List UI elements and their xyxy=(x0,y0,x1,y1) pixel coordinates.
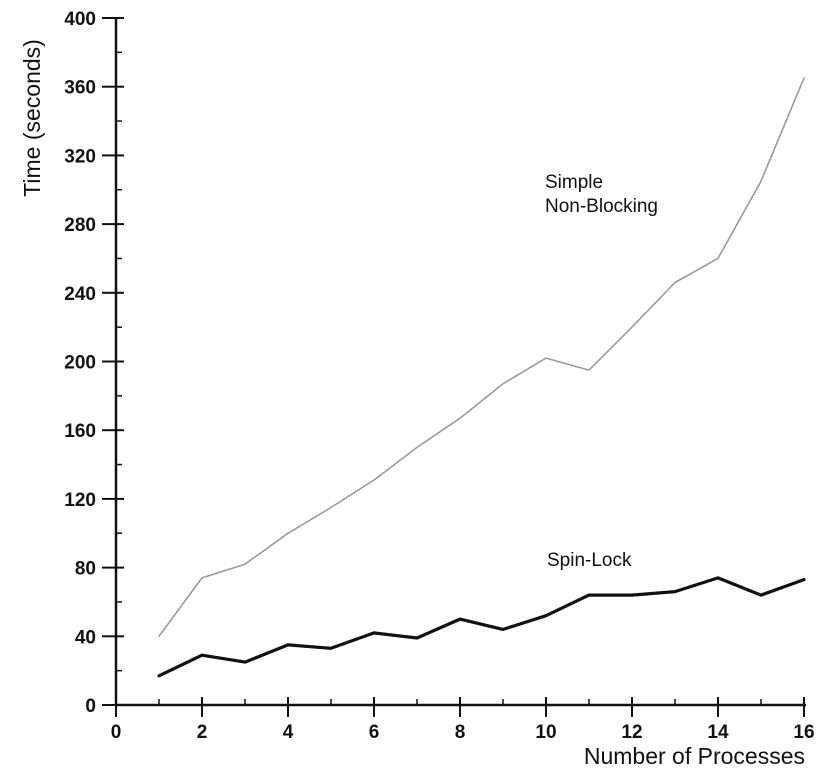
x-tick-label: 16 xyxy=(793,722,814,743)
y-tick-label: 320 xyxy=(64,146,96,167)
series-label: Spin-Lock xyxy=(547,550,632,571)
x-tick-label: 4 xyxy=(283,722,294,743)
series-line-spin-lock xyxy=(157,576,806,678)
x-tick-label: 0 xyxy=(111,722,122,743)
x-tick-label: 10 xyxy=(535,722,556,743)
y-tick-label: 120 xyxy=(64,490,96,511)
series-annotations: Simple Non-Blocking Spin-Lock xyxy=(545,172,658,571)
x-tick-label: 12 xyxy=(621,722,642,743)
series-label-line: Spin-Lock xyxy=(547,550,632,571)
x-tick-label: 2 xyxy=(197,722,208,743)
y-tick-label: 0 xyxy=(85,696,96,717)
y-tick-label: 400 xyxy=(64,9,96,30)
x-tick-label: 14 xyxy=(707,722,729,743)
tick-marks xyxy=(102,17,805,717)
y-tick-label: 160 xyxy=(64,421,96,442)
y-axis-title: Time (seconds) xyxy=(19,39,45,197)
y-tick-label: 40 xyxy=(75,627,96,648)
series-label-line: Simple xyxy=(545,172,603,193)
series-label-line: Non-Blocking xyxy=(545,196,658,217)
y-tick-label: 280 xyxy=(64,215,96,236)
tick-labels: 0 40 80 120 160 200 240 280 320 360 400 0 2 4 6 8 10 12 14… xyxy=(64,9,814,743)
y-tick-label: 200 xyxy=(64,353,96,374)
series-line-simple-non-blocking xyxy=(158,77,805,638)
y-tick-label: 240 xyxy=(64,284,96,305)
series-label: Simple Non-Blocking xyxy=(545,172,658,217)
x-axis-title: Number of Processes xyxy=(584,743,805,769)
series-lines xyxy=(157,77,806,678)
x-tick-label: 6 xyxy=(369,722,380,743)
axes xyxy=(114,18,806,707)
y-tick-label: 80 xyxy=(75,559,96,580)
y-tick-label: 360 xyxy=(64,78,96,99)
x-tick-label: 8 xyxy=(455,722,466,743)
